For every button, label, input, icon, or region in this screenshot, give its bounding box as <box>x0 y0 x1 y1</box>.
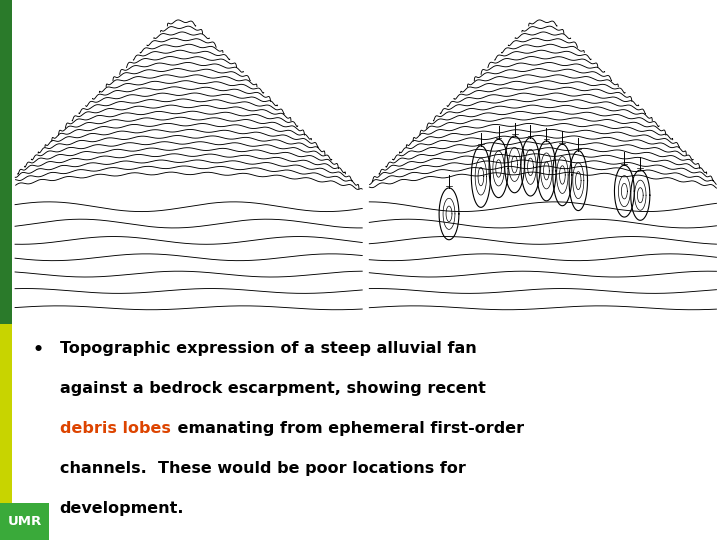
Text: debris lobes: debris lobes <box>60 421 171 436</box>
Text: development.: development. <box>60 501 184 516</box>
Text: UMR: UMR <box>7 515 42 528</box>
Text: •: • <box>33 341 44 359</box>
Text: channels.  These would be poor locations for: channels. These would be poor locations … <box>60 461 466 476</box>
Text: against a bedrock escarpment, showing recent: against a bedrock escarpment, showing re… <box>60 381 485 396</box>
Text: Topographic expression of a steep alluvial fan: Topographic expression of a steep alluvi… <box>60 341 477 356</box>
Text: emanating from ephemeral first-order: emanating from ephemeral first-order <box>171 421 523 436</box>
